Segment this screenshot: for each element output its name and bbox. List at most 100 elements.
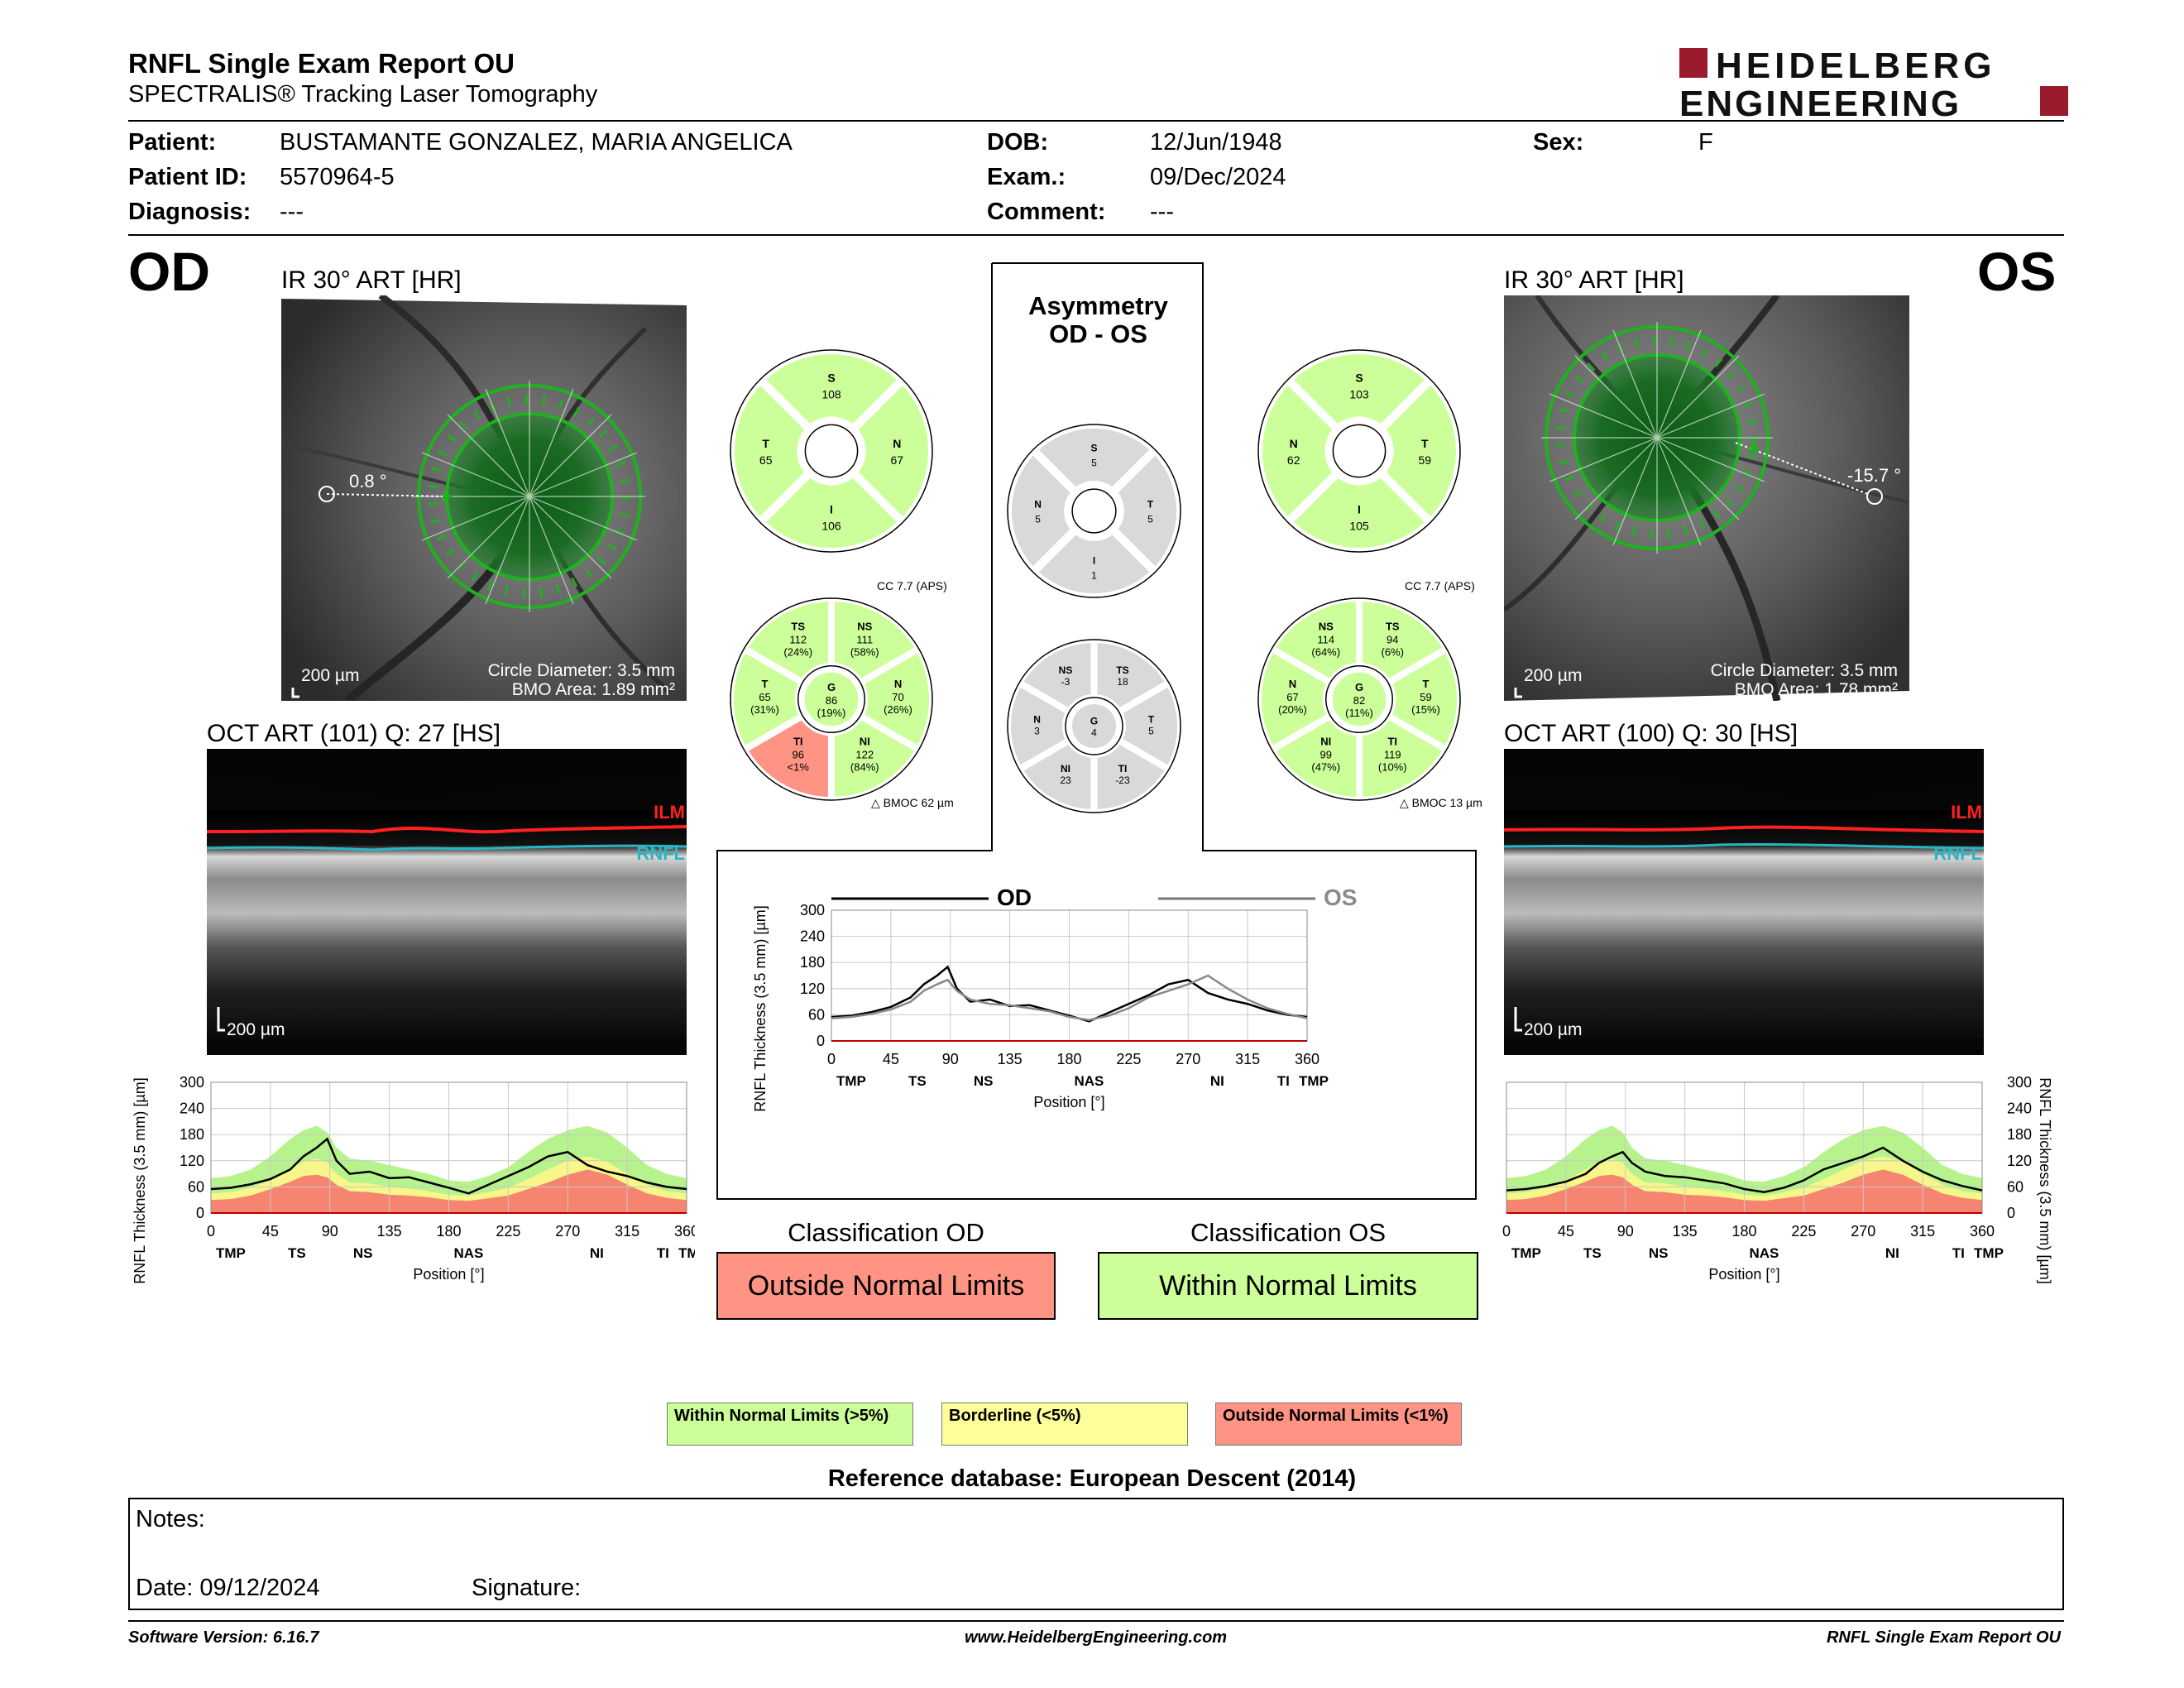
comment-label: Comment: (987, 199, 1106, 225)
chart-asym-ytick-120: 120 (800, 981, 825, 997)
exam-value: 09/Dec/2024 (1150, 164, 1286, 190)
od-sect-value-t-0: 65 (759, 691, 770, 703)
asym-quad-sector-value-i: 1 (1091, 569, 1097, 581)
chart-od-region-1: TS (288, 1245, 306, 1261)
asym-sect-value-ni-0: 23 (1060, 774, 1071, 786)
asym-sect-label-ni: NI (1061, 763, 1070, 774)
os-sect-label-t: T (1423, 678, 1430, 690)
patient-name: BUSTAMANTE GONZALEZ, MARIA ANGELICA (280, 129, 793, 156)
od-quad-sector-label-s: S (827, 372, 835, 385)
website-link[interactable]: www.HeidelbergEngineering.com (965, 1628, 1228, 1647)
chart-os-ylabel: RNFL Thickness (3.5 mm) [µm] (2037, 1077, 2053, 1283)
od-sect-value-ns-0: 111 (856, 633, 873, 645)
os-sect-label-ni: NI (1320, 736, 1331, 748)
os-classification-value: Within Normal Limits (1098, 1252, 1478, 1320)
os-sect-value-ns-0: 114 (1317, 633, 1334, 645)
chart-asym-ytick-300: 300 (800, 902, 825, 918)
chart-os-xtick-90: 90 (1617, 1223, 1634, 1240)
od-sect-value-t-1: (31%) (750, 703, 779, 716)
patient-id-label: Patient ID: (128, 164, 247, 190)
od-quad-sector-value-t: 65 (759, 453, 773, 467)
od-sect-value-ns-1: (58%) (850, 645, 879, 658)
asym-sect-value-n-0: 3 (1034, 726, 1040, 737)
chart-os-ytick-0: 0 (2007, 1205, 2015, 1221)
os-bmoc-label: △ BMOC 13 µm (1400, 796, 1482, 809)
exam-label: Exam.: (987, 164, 1066, 190)
asymmetry-frame (716, 262, 1477, 1200)
chart-od-region-4: NI (590, 1245, 604, 1261)
chart-asym-series-os (831, 974, 1308, 1021)
os-sect-value-n-1: (20%) (1278, 703, 1307, 716)
od-sect-value-ti-1: <1% (788, 761, 810, 774)
os-sect-value-ti-1: (10%) (1378, 761, 1407, 774)
chart-os-ytick-120: 120 (2007, 1153, 2032, 1169)
sex-label: Sex: (1533, 129, 1584, 156)
od-bmoc-label: △ BMOC 62 µm (871, 796, 954, 809)
chart-asym-ytick-240: 240 (800, 928, 825, 945)
chart-os-region-3: NAS (1750, 1245, 1779, 1261)
chart-od-ytick-120: 120 (180, 1153, 204, 1169)
os-sect-value-ni-0: 99 (1320, 749, 1332, 761)
chart-asym-region-2: NS (974, 1073, 994, 1089)
os-fundus-image[interactable]: -15.7 ° 200 µm Circle Diameter: 3.5 mm B… (1504, 295, 1909, 701)
notes-box[interactable] (128, 1498, 2064, 1610)
os-sect-value-t-0: 59 (1420, 691, 1431, 703)
chart-asym-xtick-45: 45 (883, 1051, 899, 1067)
od-ilm-label: ILM (654, 802, 685, 822)
chart-asym-xtick-315: 315 (1235, 1051, 1260, 1067)
asym-quad-sector-label-n: N (1034, 499, 1042, 511)
chart-od-xtick-90: 90 (322, 1223, 338, 1240)
os-scale-label: 200 µm (1524, 666, 1583, 685)
chart-asym-xtick-90: 90 (942, 1051, 959, 1067)
os-sect-value-g-1: (11%) (1345, 707, 1373, 719)
chart-od-region-5: TI (657, 1245, 669, 1261)
os-eye-label: OS (1977, 241, 2057, 302)
od-sect-label-ti: TI (793, 736, 803, 748)
od-sect-label-g: G (827, 681, 836, 693)
od-fundus-image[interactable]: 0.8 ° 200 µm Circle Diameter: 3.5 mm BMO… (281, 295, 687, 701)
od-quad-sector-label-i: I (830, 502, 833, 516)
chart-os-region-2: NS (1649, 1245, 1669, 1261)
asym-quad-sector-label-s: S (1090, 443, 1097, 454)
patient-id-value: 5570964-5 (280, 164, 395, 190)
footer-divider (128, 1620, 2064, 1622)
od-oct-scan[interactable]: ILM RNFL 200 µm (207, 749, 687, 1055)
os-sect-value-ti-0: 119 (1384, 749, 1401, 761)
os-cc-label: CC 7.7 (APS) (1405, 579, 1475, 592)
chart-asym-ytick-0: 0 (817, 1033, 825, 1049)
od-circle-diameter: Circle Diameter: 3.5 mm (487, 661, 675, 680)
chart-asym-xlabel: Position [°] (1033, 1094, 1104, 1110)
asymmetry-subtitle: OD - OS (1049, 319, 1147, 348)
os-ilm-label: ILM (1951, 802, 1982, 822)
od-sect-label-ns: NS (857, 620, 872, 632)
os-rnfl-profile-chart: 0 60 120 180 240 300 0 45 90 135 180 225 270 315 360 TM… (1502, 1074, 2053, 1284)
date-label: Date: 09/12/2024 (136, 1575, 320, 1601)
os-quad-sector-value-i: 105 (1349, 519, 1369, 532)
chart-os-series-os (1506, 1146, 1983, 1193)
chart-od-ylabel: RNFL Thickness (3.5 mm) [µm] (132, 1077, 148, 1283)
os-sect-value-n-0: 67 (1286, 691, 1298, 703)
os-quad-sector-label-n: N (1290, 437, 1298, 450)
os-classification-label: Classification OS (1190, 1218, 1387, 1247)
chart-asym-legend-os: OS (1324, 885, 1357, 910)
od-oct-title: OCT ART (101) Q: 27 [HS] (207, 720, 501, 747)
patient-divider (128, 234, 2064, 236)
legend-borderline: Borderline (<5%) (941, 1403, 1188, 1446)
od-quad-sector-value-i: 106 (821, 519, 841, 532)
od-rnfl-label: RNFL (636, 843, 685, 864)
os-oct-scan[interactable]: ILM RNFL 200 µm (1504, 749, 1984, 1055)
diagnosis-label: Diagnosis: (128, 199, 251, 225)
svg-text:ENGINEERING: ENGINEERING (1679, 84, 1961, 117)
od-classification-value: Outside Normal Limits (716, 1252, 1056, 1320)
chart-os-region-5: TI (1952, 1245, 1965, 1261)
od-quad-sector-value-n: 67 (891, 453, 904, 467)
asym-quad-sector-value-t: 5 (1147, 514, 1153, 525)
chart-od-xtick-0: 0 (207, 1223, 215, 1240)
os-sect-value-g-0: 82 (1353, 694, 1365, 707)
chart-os-region-4: NI (1885, 1245, 1899, 1261)
od-sect-value-g-1: (19%) (817, 707, 846, 719)
heidelberg-logo: HEIDELBERG ENGINEERING (1679, 46, 2068, 117)
od-quad-sector-value-s: 108 (821, 388, 841, 401)
chart-os-xtick-135: 135 (1673, 1223, 1698, 1240)
chart-asym-xtick-180: 180 (1056, 1051, 1081, 1067)
